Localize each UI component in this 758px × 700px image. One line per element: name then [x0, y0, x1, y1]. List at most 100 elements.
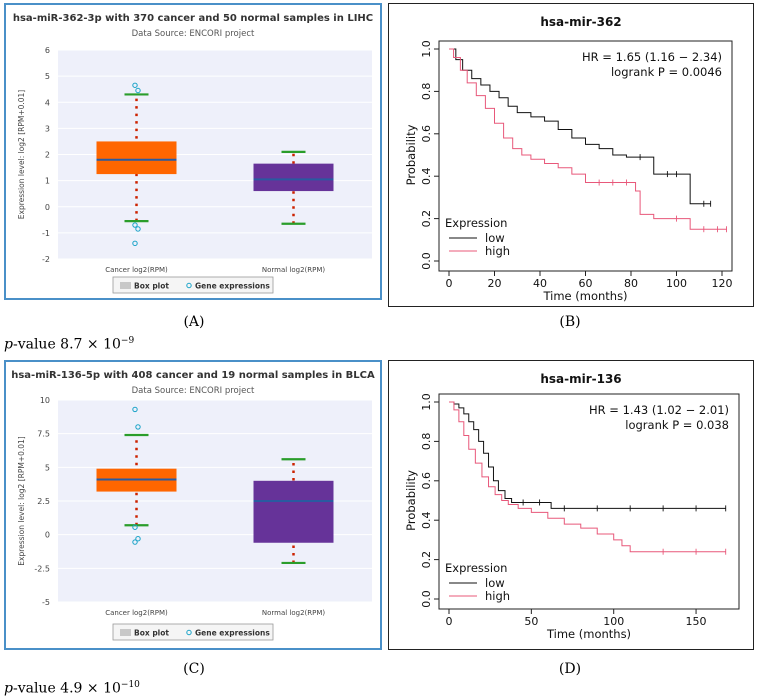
hr-annotation: HR = 1.43 (1.02 − 2.01) — [589, 403, 729, 417]
y-tick-label: 0.4 — [420, 167, 433, 185]
outlier-point — [132, 524, 138, 530]
y-tick-label: 1.0 — [420, 393, 433, 411]
y-axis-label: Probability — [404, 124, 418, 185]
y-tick-label: -5 — [42, 598, 50, 607]
outlier-point — [135, 536, 141, 542]
x-tick-label: 100 — [603, 615, 624, 628]
legend-swatch-boxplot — [120, 282, 131, 289]
legend-label-high: high — [485, 244, 510, 258]
y-tick-label: 0.6 — [420, 472, 433, 490]
y-tick-label: 0.4 — [420, 511, 433, 529]
y-axis-label: Probability — [404, 470, 418, 531]
x-axis-label: Time (months) — [542, 289, 627, 303]
box — [253, 163, 334, 192]
y-tick-label: 0.8 — [420, 433, 433, 451]
outlier-point — [135, 424, 141, 430]
legend-box — [112, 276, 274, 294]
y-tick-label: 0.8 — [420, 83, 433, 101]
caption-c: (C) — [183, 661, 205, 677]
x-tick-label: 80 — [624, 277, 638, 290]
y-tick-label: 5 — [45, 72, 50, 81]
km-curve-low — [449, 48, 711, 205]
panel-a-boxplot: hsa-miR-362-3p with 370 cancer and 50 no… — [13, 13, 373, 294]
pvalue-a-text: -value 8.7 × 10 — [12, 336, 121, 353]
y-tick-label: 4 — [45, 98, 50, 107]
chart-title: hsa-miR-136-5p with 408 cancer and 19 no… — [11, 370, 375, 381]
outlier-point — [135, 87, 141, 94]
x-category-label: Cancer log2(RPM) — [105, 609, 168, 617]
legend-label-low: low — [485, 231, 505, 245]
pvalue-a-p: p — [4, 336, 13, 353]
pvalue-c-text: -value 4.9 × 10 — [12, 680, 121, 697]
pvalue-a-exp: −9 — [120, 336, 135, 346]
chart-title: hsa-mir-362 — [540, 15, 621, 29]
panel-c-frame: hsa-miR-136-5p with 408 cancer and 19 no… — [4, 360, 382, 650]
pvalue-c: p-value 4.9 × 10−10 — [4, 680, 140, 697]
panel-c-boxplot: hsa-miR-136-5p with 408 cancer and 19 no… — [11, 370, 375, 641]
outlier-point — [132, 82, 138, 88]
caption-b: (B) — [559, 314, 581, 330]
legend-label-boxplot: Box plot — [134, 629, 169, 638]
x-tick-label: 0 — [446, 615, 453, 628]
y-tick-label: 6 — [45, 46, 50, 55]
x-axis-label: Time (months) — [546, 627, 631, 641]
legend-label-gene: Gene expressions — [195, 282, 270, 291]
legend-label-low: low — [485, 576, 505, 590]
hr-annotation: HR = 1.65 (1.16 − 2.34) — [582, 50, 722, 64]
x-tick-label: 150 — [686, 615, 707, 628]
km-curve-high — [449, 401, 726, 553]
outlier-point — [135, 226, 141, 232]
chart-title: hsa-miR-362-3p with 370 cancer and 50 no… — [13, 13, 373, 24]
y-tick-label: 0.2 — [420, 210, 433, 228]
y-tick-label: 3 — [45, 124, 50, 133]
pvalue-a: p-value 8.7 × 10−9 — [4, 336, 134, 353]
x-tick-label: 40 — [533, 277, 547, 290]
legend-swatch-boxplot — [120, 629, 131, 636]
y-tick-label: 2 — [45, 151, 50, 160]
y-tick-label: 0.0 — [420, 590, 433, 608]
box — [253, 480, 334, 543]
legend-title: Expression — [445, 216, 507, 230]
outlier-point — [132, 406, 138, 413]
y-tick-label: 1.0 — [420, 40, 433, 58]
y-tick-label: 0.6 — [420, 125, 433, 143]
outlier-point — [132, 539, 138, 545]
panel-b-frame: hsa-mir-362 0.0 0.2 0.4 0.6 0.8 1.0 0 20 40 60 80 10… — [388, 3, 754, 307]
y-tick-label: 10 — [40, 396, 50, 405]
y-tick-label: 0.0 — [420, 252, 433, 270]
x-tick-label: 0 — [446, 277, 453, 290]
chart-title: hsa-mir-136 — [540, 372, 621, 386]
legend-label-high: high — [485, 589, 510, 603]
legend-label-boxplot: Box plot — [134, 282, 169, 291]
y-tick-label: 0 — [45, 203, 50, 212]
y-tick-label: 7.5 — [37, 430, 50, 439]
logrank-annotation: logrank P = 0.038 — [625, 418, 729, 432]
box — [96, 141, 177, 175]
y-tick-label: -2 — [42, 255, 50, 264]
y-tick-label: 1 — [45, 177, 50, 186]
panel-d-km: hsa-mir-136 0.0 0.2 0.4 0.6 0.8 1.0 0 50 100 150 Ti… — [404, 372, 740, 641]
y-axis-label: Expression level: log2 [RPM+0.01] — [17, 90, 26, 220]
chart-subtitle: Data Source: ENCORI project — [132, 29, 255, 39]
panel-d-frame: hsa-mir-136 0.0 0.2 0.4 0.6 0.8 1.0 0 50 100 150 Ti… — [388, 360, 754, 650]
x-category-label: Cancer log2(RPM) — [105, 266, 168, 274]
chart-subtitle: Data Source: ENCORI project — [132, 386, 255, 396]
y-tick-label: -1 — [42, 229, 50, 238]
y-tick-label: 0.2 — [420, 551, 433, 569]
pvalue-c-p: p — [4, 680, 13, 697]
x-tick-label: 50 — [524, 615, 538, 628]
y-axis-label: Expression level: log2 [RPM+0.01] — [17, 436, 26, 566]
outlier-point — [132, 222, 138, 228]
outlier-point — [132, 240, 138, 247]
legend-label-gene: Gene expressions — [195, 629, 270, 638]
km-curve-high — [449, 48, 727, 230]
legend-swatch-gene — [186, 282, 192, 289]
y-tick-label: -2.5 — [34, 564, 50, 573]
legend-swatch-gene — [186, 629, 192, 636]
x-tick-label: 60 — [579, 277, 593, 290]
y-tick-label: 0 — [45, 531, 50, 540]
x-tick-label: 20 — [488, 277, 502, 290]
panel-a-frame: hsa-miR-362-3p with 370 cancer and 50 no… — [4, 3, 382, 300]
caption-a: (A) — [183, 314, 205, 330]
plot-frame — [438, 393, 740, 610]
